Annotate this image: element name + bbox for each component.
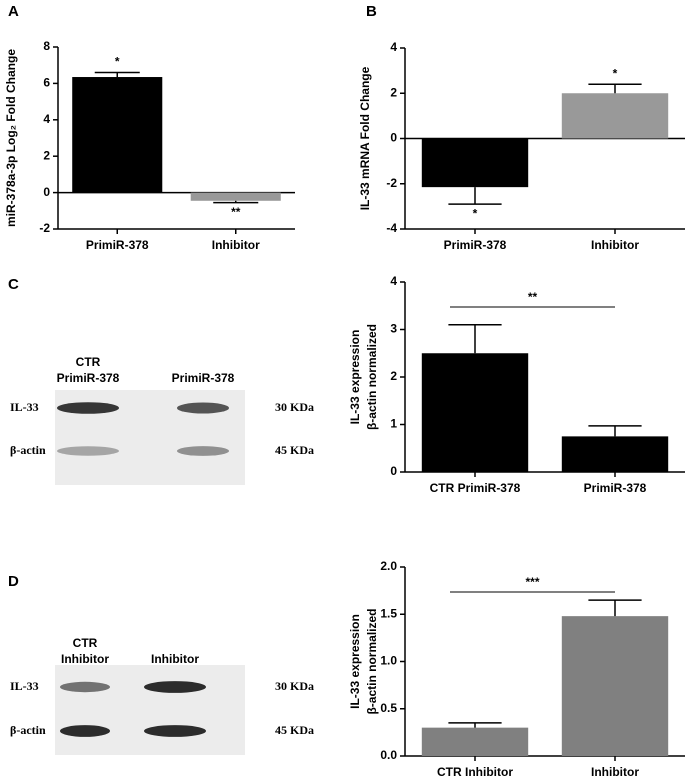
x-tick-label: Inhibitor bbox=[591, 238, 639, 252]
x-tick-label: CTR Inhibitor bbox=[437, 765, 513, 779]
lane-label: Inhibitor bbox=[61, 652, 109, 666]
size-label: 30 KDa bbox=[275, 679, 314, 693]
y-tick-label: 4 bbox=[43, 112, 50, 126]
error-bar bbox=[588, 425, 642, 437]
size-label: 45 KDa bbox=[275, 723, 314, 737]
protein-label: β-actin bbox=[10, 443, 46, 457]
y-tick-label: 3 bbox=[390, 322, 397, 336]
blot-band bbox=[57, 446, 119, 456]
y-tick-label: 2.0 bbox=[380, 559, 397, 573]
bar bbox=[421, 353, 529, 472]
significance: * bbox=[473, 206, 478, 220]
y-tick-label: 0 bbox=[390, 464, 397, 478]
bar bbox=[72, 77, 163, 193]
y-tick-label: -2 bbox=[39, 221, 50, 235]
bar bbox=[421, 138, 529, 188]
blot-band bbox=[177, 402, 229, 414]
x-tick-label: PrimiR-378 bbox=[444, 238, 507, 252]
y-tick-label: 6 bbox=[43, 76, 50, 90]
panel-label: B bbox=[366, 3, 377, 20]
error-bar bbox=[588, 83, 642, 94]
x-tick-label: Inhibitor bbox=[591, 765, 639, 779]
blot-band bbox=[144, 681, 206, 693]
bar bbox=[561, 93, 669, 139]
significance: * bbox=[613, 66, 618, 80]
blot-band bbox=[144, 725, 206, 737]
significance: ** bbox=[528, 290, 538, 304]
y-tick-label: 0 bbox=[390, 131, 397, 145]
protein-label: IL-33 bbox=[10, 400, 39, 414]
y-tick-label: 0.0 bbox=[380, 748, 397, 762]
x-tick-label: Inhibitor bbox=[212, 238, 260, 252]
y-axis-label: miR-378a-3p Log₂ Fold Change bbox=[4, 49, 18, 227]
protein-label: β-actin bbox=[10, 723, 46, 737]
blot-membrane bbox=[55, 665, 245, 755]
bar bbox=[190, 192, 281, 201]
blot-band bbox=[57, 402, 119, 414]
significance: *** bbox=[525, 575, 539, 589]
y-tick-label: 4 bbox=[390, 40, 397, 54]
y-tick-label: -4 bbox=[386, 221, 397, 235]
error-bar bbox=[94, 71, 140, 78]
y-axis-label: β-actin normalized bbox=[365, 324, 379, 430]
blot-band bbox=[60, 681, 110, 693]
error-bar bbox=[448, 187, 502, 205]
lane-label: Inhibitor bbox=[151, 652, 199, 666]
y-tick-label: 2 bbox=[390, 85, 397, 99]
panel-label: A bbox=[8, 3, 19, 20]
lane-label: CTR bbox=[76, 355, 101, 369]
blot-band bbox=[60, 725, 110, 737]
bar bbox=[421, 727, 529, 756]
y-tick-label: 0 bbox=[43, 185, 50, 199]
y-axis-label: IL-33 mRNA Fold Change bbox=[358, 66, 372, 210]
error-bar bbox=[448, 324, 502, 354]
bar bbox=[561, 616, 669, 756]
y-tick-label: 8 bbox=[43, 39, 50, 53]
significance: ** bbox=[231, 205, 241, 219]
lane-label: CTR bbox=[73, 636, 98, 650]
y-tick-label: 2 bbox=[43, 148, 50, 162]
error-bar bbox=[588, 599, 642, 617]
protein-label: IL-33 bbox=[10, 679, 39, 693]
y-tick-label: 1.0 bbox=[380, 654, 397, 668]
y-tick-label: 1.5 bbox=[380, 606, 397, 620]
bar bbox=[561, 436, 669, 472]
x-tick-label: PrimiR-378 bbox=[584, 481, 647, 495]
y-tick-label: 1 bbox=[390, 417, 397, 431]
y-tick-label: 0.5 bbox=[380, 701, 397, 715]
error-bar bbox=[213, 200, 259, 204]
panel-label: C bbox=[8, 276, 19, 293]
lane-label: PrimiR-378 bbox=[172, 371, 235, 385]
lane-label: PrimiR-378 bbox=[57, 371, 120, 385]
significance: * bbox=[115, 55, 120, 69]
y-tick-label: -2 bbox=[386, 176, 397, 190]
y-tick-label: 4 bbox=[390, 274, 397, 288]
y-axis-label: β-actin normalized bbox=[365, 608, 379, 714]
x-tick-label: PrimiR-378 bbox=[86, 238, 149, 252]
x-tick-label: CTR PrimiR-378 bbox=[430, 481, 521, 495]
blot-band bbox=[177, 446, 229, 456]
y-axis-label: IL-33 expression bbox=[348, 330, 362, 425]
size-label: 30 KDa bbox=[275, 400, 314, 414]
panel-label: D bbox=[8, 573, 19, 590]
y-axis-label: IL-33 expression bbox=[348, 614, 362, 709]
y-tick-label: 2 bbox=[390, 369, 397, 383]
size-label: 45 KDa bbox=[275, 443, 314, 457]
error-bar bbox=[448, 722, 502, 728]
